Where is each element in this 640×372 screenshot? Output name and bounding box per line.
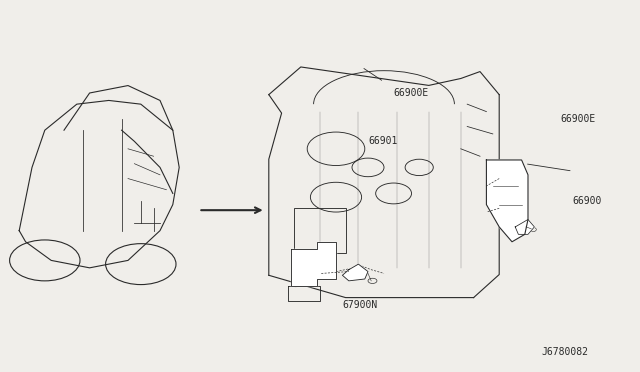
Text: J6780082: J6780082 — [542, 347, 589, 357]
Text: 66900E: 66900E — [394, 88, 429, 98]
Polygon shape — [291, 242, 336, 286]
Text: 66900: 66900 — [573, 196, 602, 206]
Polygon shape — [515, 219, 534, 234]
Text: 67900N: 67900N — [342, 300, 378, 310]
Polygon shape — [486, 160, 528, 242]
Polygon shape — [342, 264, 368, 281]
Text: 66900E: 66900E — [560, 114, 595, 124]
Text: 66901: 66901 — [368, 137, 397, 146]
